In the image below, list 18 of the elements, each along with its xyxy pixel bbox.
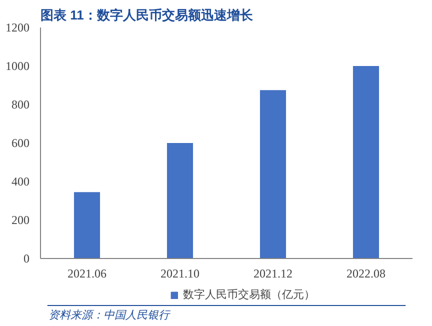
x-tick-label: 2021.10 bbox=[160, 266, 200, 280]
x-tick-label: 2022.08 bbox=[346, 266, 386, 280]
x-tick-label: 2021.12 bbox=[254, 266, 292, 280]
legend-label: 数字人民币交易额（亿元） bbox=[183, 288, 315, 302]
bar bbox=[260, 90, 286, 258]
y-tick-label: 400 bbox=[12, 174, 30, 188]
y-tick-label: 0 bbox=[24, 252, 30, 266]
text: 资料来源：中国人民银行 bbox=[48, 308, 172, 322]
bar bbox=[166, 143, 194, 258]
y-tick-label: 200 bbox=[12, 213, 30, 227]
bar bbox=[74, 192, 100, 258]
y-tick-label: 1200 bbox=[6, 20, 30, 34]
x-tick-label: 2021.06 bbox=[68, 266, 106, 280]
y-tick-label: 600 bbox=[12, 136, 30, 150]
chart-title: 图表 11：数字人民币交易额迅速增长 bbox=[40, 8, 254, 22]
bar bbox=[352, 66, 380, 258]
y-tick-label: 1000 bbox=[6, 59, 30, 73]
y-tick-label: 800 bbox=[12, 98, 30, 112]
